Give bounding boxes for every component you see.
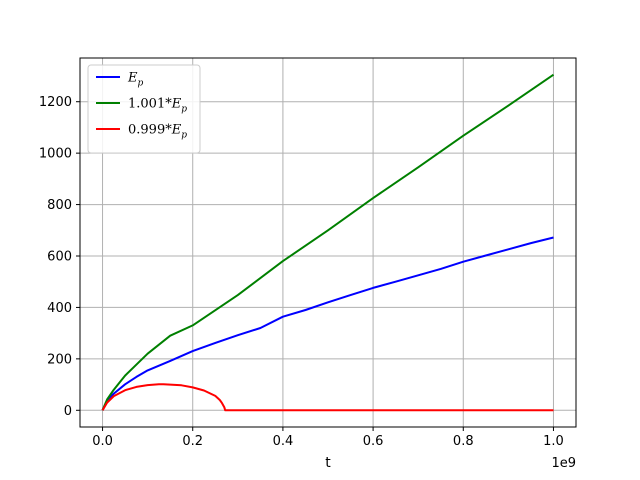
legend-label-symbol: E (171, 97, 182, 112)
legend-label: Ep (127, 71, 144, 89)
legend-label-subscript: p (181, 105, 187, 115)
plot-frame (79, 57, 577, 428)
y-tick-label: 800 (47, 198, 72, 213)
x-tick-label: 0.6 (363, 434, 384, 449)
y-tick-label: 600 (47, 250, 72, 265)
y-tick-label: 200 (47, 352, 72, 367)
legend-label: 1.001*Ep (128, 97, 187, 115)
series-lines (101, 73, 555, 412)
x-tick-label: 0.8 (453, 434, 474, 449)
legend-label-subscript: p (181, 131, 187, 141)
series-line-1 (101, 73, 555, 411)
series-line-2 (101, 383, 554, 412)
x-tick-label: 1.0 (543, 434, 564, 449)
x-tick-label: 0.4 (273, 434, 294, 449)
x-tick-label: 0.0 (92, 434, 113, 449)
x-tick-label: 0.2 (182, 434, 203, 449)
x-axis-label: t (325, 455, 331, 471)
legend-label-prefix: 0.999* (128, 123, 172, 138)
legend-label-symbol: E (171, 123, 182, 138)
y-tick-label: 1000 (39, 147, 72, 162)
series-line-0 (101, 236, 554, 411)
legend-box (87, 64, 201, 154)
legend-label-prefix: 1.001* (128, 97, 172, 112)
y-tick-label: 0 (64, 404, 72, 419)
legend-label-symbol: E (127, 71, 138, 86)
y-tick-label: 400 (47, 301, 72, 316)
legend-label: 0.999*Ep (128, 123, 187, 141)
legend: Ep1.001*Ep0.999*Ep (87, 64, 201, 154)
grid (80, 58, 576, 427)
axis-ticks: 0.0 0.2 0.4 0.6 0.8 1.0 0 200 400 600 800 1000 1200 (39, 95, 564, 449)
y-tick-label: 1200 (39, 95, 72, 110)
legend-label-subscript: p (138, 79, 144, 89)
x-axis-offset-label: 1e9 (551, 456, 576, 471)
